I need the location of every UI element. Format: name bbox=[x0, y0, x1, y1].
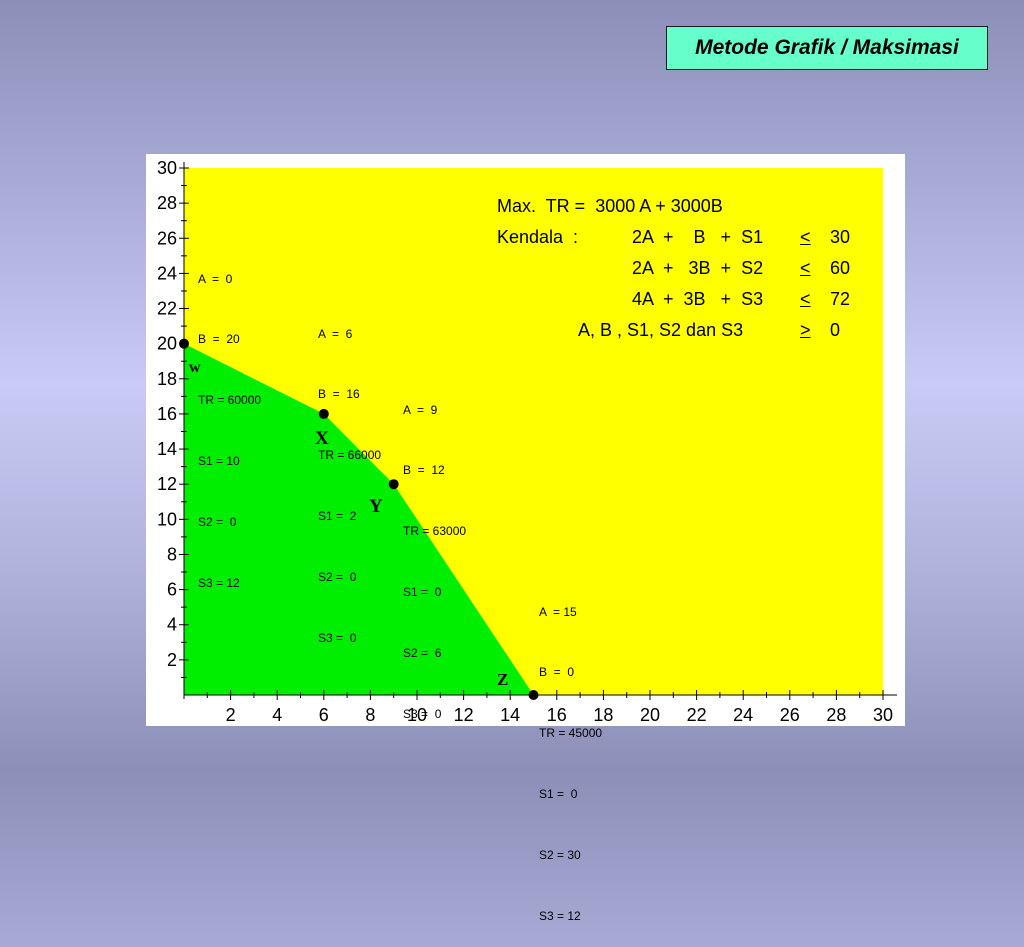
annotation-line: S2 = 0 bbox=[318, 570, 357, 585]
x-tick-label: 30 bbox=[873, 705, 893, 725]
constraints-label: Kendala : bbox=[497, 227, 579, 247]
slide-title: Metode Grafik / Maksimasi bbox=[695, 36, 959, 59]
annotation-line: S3 = 12 bbox=[198, 576, 240, 591]
corner-point-y bbox=[388, 479, 399, 490]
annotation-line: TR = 63000 bbox=[403, 524, 467, 539]
annotation-line: S1 = 0 bbox=[403, 585, 442, 600]
constraint-rhs: 60 bbox=[830, 258, 851, 278]
point-label-y: Y bbox=[369, 496, 383, 517]
constraint-operator: < bbox=[800, 258, 811, 278]
annotation-line: B = 12 bbox=[403, 463, 445, 478]
annotation-line: S3 = 0 bbox=[318, 631, 357, 646]
constraint-lhs: 2A + 3B + S2 bbox=[632, 258, 764, 278]
annotation-line: B = 16 bbox=[318, 387, 360, 402]
constraint-rhs: 30 bbox=[830, 227, 851, 247]
constraint-lhs: 4A + 3B + S3 bbox=[632, 289, 764, 309]
constraint-operator: < bbox=[800, 227, 811, 247]
annotation-line: B = 0 bbox=[539, 665, 575, 680]
y-tick-label: 24 bbox=[157, 263, 177, 283]
annotation-line: A = 6 bbox=[318, 326, 353, 341]
constraint-rhs: 72 bbox=[830, 289, 851, 309]
point-label-x: X bbox=[315, 428, 329, 449]
annotation-line: A = 15 bbox=[539, 604, 577, 619]
y-tick-label: 16 bbox=[157, 404, 177, 424]
x-tick-label: 26 bbox=[780, 705, 800, 725]
annotation-line: S1 = 0 bbox=[539, 787, 578, 802]
annotation-line: S2 = 30 bbox=[539, 848, 581, 863]
annotation-line: S1 = 2 bbox=[318, 509, 357, 524]
lp-model: Max. TR = 3000 A + 3000B Kendala : 2A + … bbox=[497, 196, 850, 351]
constraint-operator: < bbox=[800, 289, 811, 309]
feasible-region bbox=[184, 343, 534, 695]
annotation-line: TR = 45000 bbox=[539, 726, 603, 741]
annotation-line: TR = 60000 bbox=[198, 393, 262, 408]
x-tick-label: 6 bbox=[319, 705, 329, 725]
corner-annotation-y: A = 9 B = 12 TR = 63000 S1 = 0 S2 = 6 S3… bbox=[403, 359, 466, 745]
annotation-line: S2 = 0 bbox=[198, 515, 237, 530]
x-tick-label: 4 bbox=[272, 705, 282, 725]
objective-text: Max. TR = 3000 A + 3000B bbox=[497, 196, 723, 216]
point-label-w: w bbox=[189, 359, 201, 376]
constraint-row-1: Kendala : 2A + B + S1 < 30 bbox=[497, 227, 850, 258]
corner-point-x bbox=[318, 408, 329, 419]
x-tick-label: 28 bbox=[826, 705, 846, 725]
point-label-z: Z bbox=[497, 670, 509, 689]
corner-annotation-w: A = 0 B = 20 TR = 60000 S1 = 10 S2 = 0 S… bbox=[198, 228, 261, 614]
constraint-row-2: 2A + 3B + S2 < 60 bbox=[497, 258, 850, 289]
annotation-line: S3 = 0 bbox=[403, 707, 442, 722]
x-tick-label: 10 bbox=[407, 705, 427, 725]
feasible-region-chart: 2 4 6 8 10 12 14 16 18 20 22 24 26 28 3024681012141618… bbox=[157, 158, 897, 725]
y-tick-label: 8 bbox=[167, 544, 177, 564]
annotation-line: A = 9 bbox=[403, 402, 438, 417]
corner-annotation-z: A = 15 B = 0 TR = 45000 S1 = 0 S2 = 30 S… bbox=[539, 561, 602, 947]
nonneg-lhs: A, B , S1, S2 dan S3 bbox=[578, 320, 744, 340]
y-tick-label: 26 bbox=[157, 228, 177, 248]
annotation-line: S3 = 12 bbox=[539, 909, 581, 924]
x-tick-label: 14 bbox=[500, 705, 520, 725]
x-tick-label: 16 bbox=[547, 705, 567, 725]
x-tick-label: 24 bbox=[733, 705, 753, 725]
x-tick-label: 8 bbox=[365, 705, 375, 725]
y-tick-label: 4 bbox=[167, 615, 177, 635]
x-tick-label: 2 bbox=[226, 705, 236, 725]
annotation-line: S1 = 10 bbox=[198, 454, 240, 469]
y-tick-label: 28 bbox=[157, 193, 177, 213]
objective-row: Max. TR = 3000 A + 3000B bbox=[497, 196, 723, 227]
nonneg-row: A, B , S1, S2 dan S3 > 0 bbox=[497, 320, 840, 351]
y-tick-label: 10 bbox=[157, 509, 177, 529]
x-tick-label: 22 bbox=[687, 705, 707, 725]
constraint-lhs: 2A + B + S1 bbox=[632, 227, 764, 247]
nonneg-rhs: 0 bbox=[830, 320, 841, 340]
y-tick-label: 30 bbox=[157, 158, 177, 178]
corner-point-w bbox=[179, 338, 189, 349]
annotation-line: S2 = 6 bbox=[403, 646, 442, 661]
y-tick-label: 2 bbox=[167, 650, 177, 670]
corner-annotation-x: A = 6 B = 16 TR = 66000 S1 = 2 S2 = 0 S3… bbox=[318, 283, 381, 669]
corner-point-z bbox=[528, 690, 539, 700]
annotation-line: B = 20 bbox=[198, 332, 240, 347]
y-tick-label: 20 bbox=[157, 334, 177, 354]
annotation-line: TR = 66000 bbox=[318, 448, 382, 463]
y-tick-label: 18 bbox=[157, 369, 177, 389]
x-tick-label: 18 bbox=[593, 705, 613, 725]
x-tick-label: 20 bbox=[640, 705, 660, 725]
y-tick-label: 12 bbox=[157, 474, 177, 494]
nonneg-operator: > bbox=[800, 320, 811, 340]
y-tick-label: 6 bbox=[167, 580, 177, 600]
chart-frame: 2 4 6 8 10 12 14 16 18 20 22 24 26 28 30 2 4 6 8 10 12 14 16 18… bbox=[146, 154, 905, 726]
slide-title-box: Metode Grafik / Maksimasi bbox=[666, 26, 988, 70]
x-tick-label: 12 bbox=[454, 705, 474, 725]
y-tick-label: 22 bbox=[157, 299, 177, 319]
y-tick-label: 14 bbox=[157, 439, 177, 459]
annotation-line: A = 0 bbox=[198, 271, 233, 286]
constraint-row-3: 4A + 3B + S3 < 72 bbox=[497, 289, 850, 320]
